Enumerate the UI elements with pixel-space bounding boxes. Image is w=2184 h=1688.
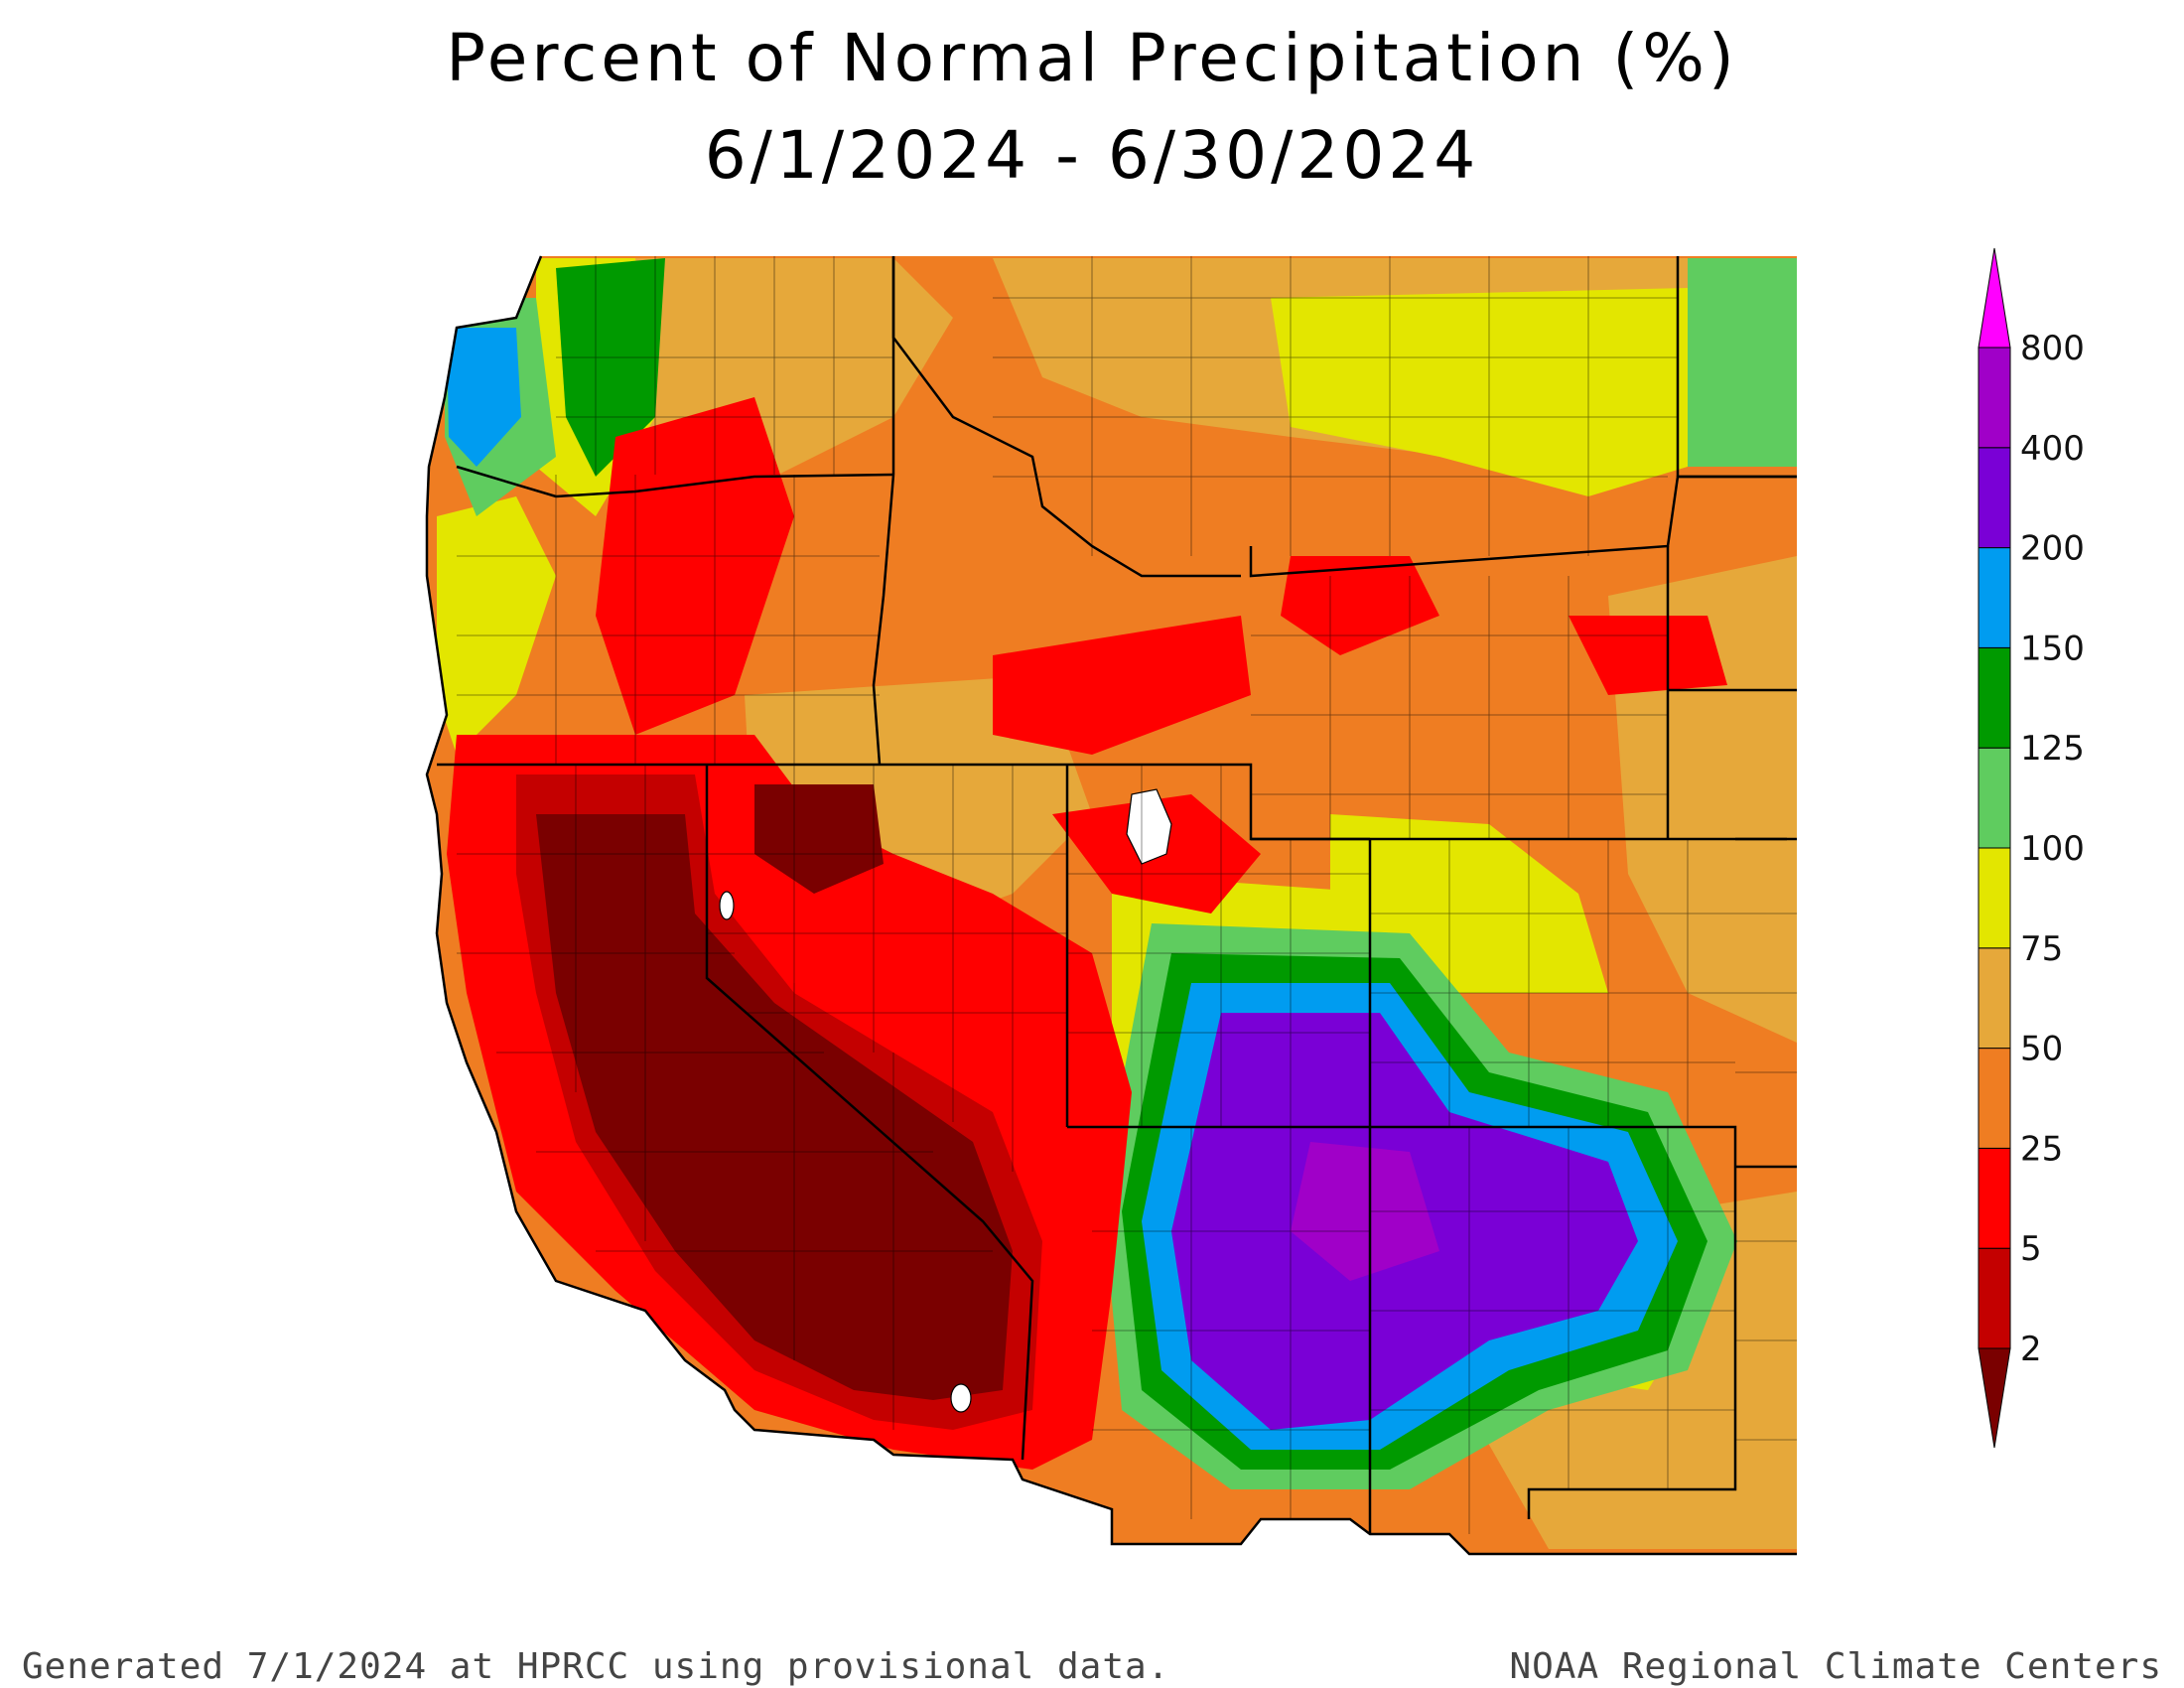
- legend-tick-label: 25: [2020, 1129, 2063, 1169]
- zone-green-cascade: [556, 258, 665, 477]
- water-bodies: [719, 788, 1172, 1413]
- border-or-id: [872, 474, 895, 766]
- legend-tick-label: 150: [2020, 629, 2085, 668]
- legend-tick-label: 800: [2020, 329, 2085, 368]
- legend-tick-label: 400: [2020, 429, 2085, 469]
- zone-blue-wa: [447, 328, 521, 467]
- legend-above-arrow: [1978, 247, 2011, 349]
- legend-tick-label: 75: [2020, 929, 2063, 969]
- legend-swatch: [1978, 347, 2011, 449]
- legend-swatch: [1978, 646, 2011, 749]
- legend-tick-label: 2: [2020, 1330, 2042, 1369]
- zone-yellow-mt-n: [1271, 288, 1688, 496]
- zone-green-ne-corner: [1688, 258, 1797, 467]
- border-id-mt: [891, 256, 1241, 578]
- legend-swatch: [1978, 1247, 2011, 1349]
- map-title: Percent of Normal Precipitation (%): [446, 20, 1738, 96]
- legend-swatch: [1978, 1048, 2011, 1149]
- boundaries: [425, 255, 1797, 1556]
- legend-swatch: [1978, 547, 2011, 648]
- border-ca-nv: [705, 765, 1034, 1461]
- county-lines: [457, 256, 1797, 1534]
- zone-maroon-nv: [754, 784, 884, 894]
- legend-swatch: [1978, 847, 2011, 949]
- salton-sea: [950, 1383, 972, 1413]
- legend-swatch: [1978, 447, 2011, 549]
- legend-swatch: [1978, 1147, 2011, 1249]
- zone-red-wy: [1281, 556, 1439, 655]
- border-co-nm: [1370, 1125, 1737, 1167]
- legend-tick-label: 5: [2020, 1229, 2042, 1269]
- lake-tahoe: [719, 891, 735, 920]
- great-salt-lake: [1126, 788, 1172, 865]
- source-credit: NOAA Regional Climate Centers: [1509, 1646, 2162, 1687]
- legend-tick-label: 125: [2020, 729, 2085, 769]
- map-date-range: 6/1/2024 - 6/30/2024: [704, 117, 1480, 194]
- zone-violet-center: [1291, 1142, 1439, 1281]
- legend-tick-label: 100: [2020, 829, 2085, 869]
- zone-red-or: [596, 397, 794, 735]
- legend-swatch: [1978, 747, 2011, 849]
- legend-swatch: [1978, 947, 2011, 1050]
- zone-yellow-or-coast: [437, 496, 556, 755]
- legend-tick-label: 50: [2020, 1030, 2063, 1069]
- coastline: [425, 255, 1797, 1556]
- border-nm-tx: [1527, 1167, 1737, 1519]
- legend-tick-label: 200: [2020, 529, 2085, 569]
- zone-red-id: [993, 616, 1251, 755]
- legend-below-arrow: [1978, 1347, 2011, 1449]
- generated-note: Generated 7/1/2024 at HPRCC using provis…: [22, 1646, 1170, 1687]
